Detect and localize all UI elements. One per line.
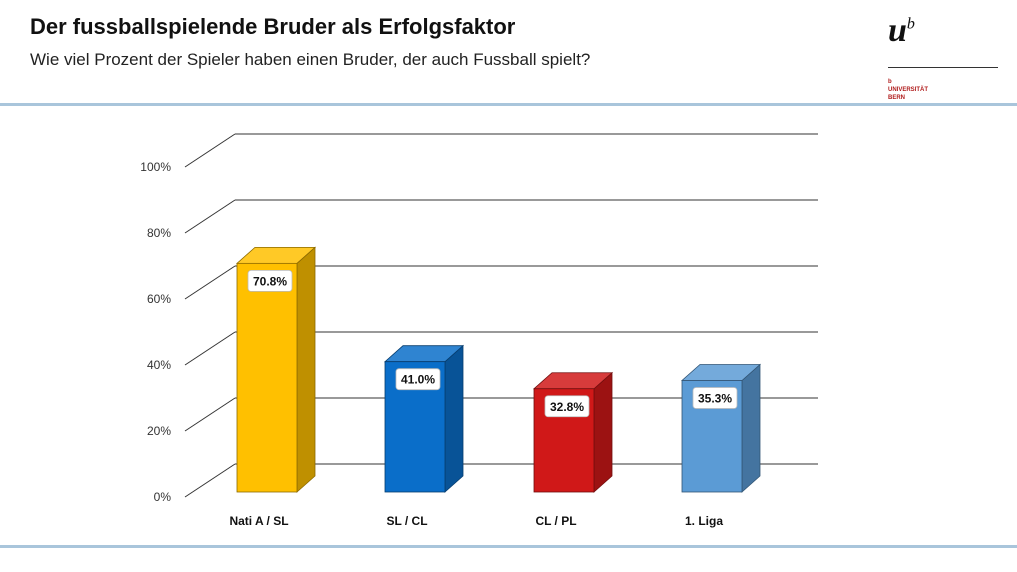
x-category-label: SL / CL xyxy=(386,514,427,528)
bar-side xyxy=(444,344,464,493)
data-label-box xyxy=(544,395,590,418)
y-tick-label: 20% xyxy=(147,424,171,438)
logo-superscript: b xyxy=(906,15,915,33)
data-label: 32.8% xyxy=(550,400,584,414)
gridline-diagonal xyxy=(184,397,236,432)
gridline-diagonal xyxy=(184,265,236,300)
footer-rule xyxy=(0,545,1017,548)
data-label-box xyxy=(395,368,441,391)
x-category-label: CL / PL xyxy=(535,514,576,528)
bar xyxy=(236,262,298,493)
x-category-label: 1. Liga xyxy=(685,514,723,528)
gridline-diagonal xyxy=(184,463,236,498)
gridline-diagonal xyxy=(184,199,236,234)
y-tick-label: 40% xyxy=(147,358,171,372)
bar-side xyxy=(296,246,316,493)
logo-divider xyxy=(888,67,998,68)
page-subtitle: Wie viel Prozent der Spieler haben einen… xyxy=(30,50,591,69)
data-label: 70.8% xyxy=(253,274,287,288)
logo-mark: ub xyxy=(888,12,915,50)
logo-city: BERN xyxy=(888,95,906,101)
page-title: Der fussballspielende Bruder als Erfolgs… xyxy=(30,14,516,39)
logo-university: UNIVERSITÄT xyxy=(888,87,929,93)
y-tick-label: 60% xyxy=(147,292,171,306)
header-rule xyxy=(0,103,1017,106)
x-category-label: Nati A / SL xyxy=(229,514,288,528)
university-logo: ub b UNIVERSITÄT BERN xyxy=(888,8,1000,101)
logo-small-mark: b xyxy=(888,79,892,85)
data-label: 35.3% xyxy=(698,392,732,406)
data-label: 41.0% xyxy=(401,373,435,387)
y-tick-label: 100% xyxy=(140,160,171,174)
data-label-box xyxy=(247,269,293,292)
gridline-diagonal xyxy=(184,133,236,168)
data-label-box xyxy=(692,387,738,409)
logo-letter: u xyxy=(888,12,907,49)
y-tick-label: 80% xyxy=(147,226,171,240)
logo-text: b UNIVERSITÄT BERN xyxy=(888,78,928,102)
y-tick-label: 0% xyxy=(154,490,172,504)
gridline-diagonal xyxy=(184,331,236,366)
bar-side xyxy=(593,371,613,493)
bar-side xyxy=(741,363,761,493)
